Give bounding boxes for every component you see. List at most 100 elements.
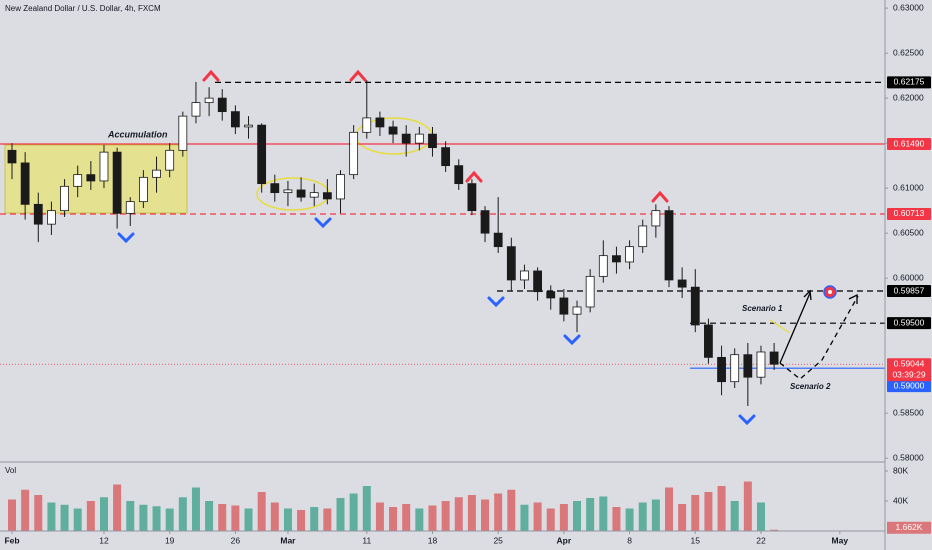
volume-bar (34, 495, 43, 531)
candle-body (349, 131, 359, 176)
volume-bar (126, 501, 135, 531)
candle-body (769, 351, 779, 365)
volume-bar (638, 502, 647, 531)
level-label-box (887, 138, 931, 151)
candle-body (388, 126, 398, 135)
volume-bar (559, 504, 568, 531)
level-label-box (887, 380, 931, 393)
candle-body (467, 183, 477, 212)
x-tick-label: 8 (627, 535, 632, 545)
level-label: 0.59044 (894, 358, 925, 368)
volume-bar (152, 506, 161, 531)
level-label-box (887, 76, 931, 89)
volume-bar (113, 484, 122, 531)
accumulation-box (4, 144, 188, 214)
volume-bar (467, 495, 476, 531)
x-tick-label: 15 (691, 535, 701, 545)
volume-bar (73, 508, 82, 531)
y-tick-label: 0.58500 (893, 407, 924, 417)
y-tick-label: 80K (893, 465, 908, 475)
candle-body (217, 97, 227, 113)
volume-label: Vol (5, 466, 16, 475)
volume-bar (178, 497, 187, 531)
volume-bar (60, 504, 69, 531)
volume-bar (244, 508, 253, 531)
chevron-down (738, 414, 756, 426)
scenario-2-path (779, 295, 859, 380)
level-label-box (887, 317, 931, 330)
volume-bar (165, 508, 174, 531)
volume-bar (402, 504, 411, 531)
candle-body (33, 203, 43, 225)
candle-body (47, 210, 56, 225)
candle-body (520, 270, 529, 281)
candle-body (638, 225, 648, 248)
arrow-head (848, 293, 858, 304)
volume-bar (86, 501, 95, 531)
candle-body (651, 210, 661, 227)
pointer (769, 319, 791, 334)
x-tick-label: 26 (231, 535, 241, 545)
countdown-box (887, 369, 931, 382)
x-tick-label: Feb (4, 535, 19, 545)
candle-body (493, 232, 503, 248)
x-tick-label: 11 (362, 535, 371, 545)
candle-body (585, 275, 595, 308)
level-label-box (887, 285, 931, 298)
candle-body (414, 133, 424, 144)
y-tick-label: 0.60500 (893, 227, 924, 237)
chevron-up (349, 69, 367, 82)
candle-body (257, 124, 267, 185)
level-label: 0.61490 (894, 138, 925, 148)
x-tick-label: 12 (99, 535, 109, 545)
level-label: 0.59000 (894, 380, 925, 390)
volume-bar (625, 508, 634, 531)
candle-body (401, 133, 411, 144)
volume-bar (362, 486, 371, 531)
candle-body (533, 270, 542, 293)
candle-body (322, 192, 332, 200)
y-tick-label: 0.63000 (893, 2, 924, 12)
chevron-down (487, 296, 505, 308)
candle-body (309, 192, 319, 198)
y-tick-label: 0.61000 (893, 182, 924, 192)
countdown: 03:39:29 (892, 369, 925, 379)
chevron-down (563, 334, 581, 346)
candle-body (125, 201, 135, 214)
candle-body (138, 176, 148, 203)
candle-body (664, 210, 674, 281)
chart-title: New Zealand Dollar / U.S. Dollar, 4h, FX… (5, 4, 161, 13)
candle-body (743, 354, 753, 378)
candle-body (480, 210, 490, 234)
volume-bar (665, 487, 673, 531)
marks (0, 80, 885, 531)
candle-body (612, 255, 621, 263)
candle-body (86, 174, 96, 182)
candle-body (428, 133, 437, 149)
volume-bar (586, 498, 595, 531)
volume-bar (573, 501, 582, 531)
candle-body (99, 151, 109, 182)
candle-body (283, 189, 293, 194)
candle-body (454, 165, 464, 185)
annotation: Accumulation (107, 129, 168, 139)
level-label-box (887, 207, 931, 220)
volume-bar (283, 508, 292, 531)
candle-body (625, 246, 634, 263)
level-label: 0.60713 (894, 208, 925, 218)
x-tick-label: 18 (428, 535, 438, 545)
volume-bar (139, 504, 148, 531)
volume-bar (770, 529, 779, 531)
candle-body (20, 162, 30, 205)
candle-body (704, 324, 713, 358)
volume-bar (441, 501, 450, 531)
volume-bar (191, 487, 200, 531)
candle-body (178, 115, 188, 151)
volume-bar (533, 502, 542, 531)
candle-body (441, 147, 451, 167)
volume-bar (389, 507, 398, 531)
chevron-down (117, 232, 135, 244)
volume-bar (546, 508, 555, 531)
volume-current-label: 1.662K (896, 522, 923, 532)
volume-bar (454, 497, 463, 531)
